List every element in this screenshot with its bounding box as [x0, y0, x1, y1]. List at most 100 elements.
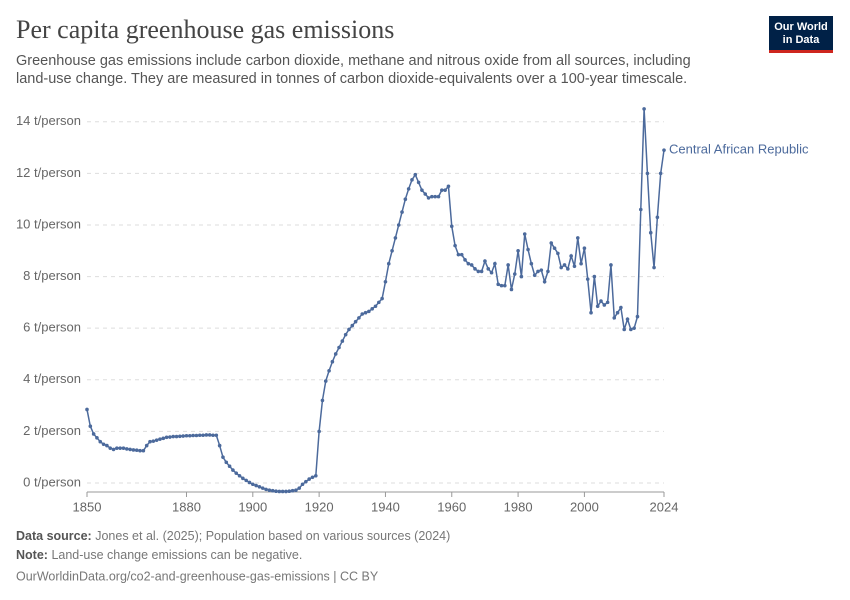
- point: [148, 439, 152, 444]
- point: [264, 487, 268, 492]
- point: [270, 488, 275, 493]
- point: [522, 232, 527, 236]
- point: [456, 252, 461, 257]
- point: [652, 265, 656, 270]
- y-tick-label: 8 t/person: [23, 268, 81, 283]
- subtitle: Greenhouse gas emissions include carbon …: [16, 53, 691, 69]
- point: [337, 345, 341, 350]
- url[interactable]: OurWorldinData.org/co2-and-greenhouse-ga…: [16, 569, 379, 583]
- point: [131, 448, 136, 452]
- point: [367, 309, 371, 314]
- point: [443, 188, 447, 192]
- point: [532, 273, 537, 278]
- point: [463, 258, 467, 262]
- point: [340, 339, 345, 343]
- point: [227, 464, 232, 469]
- point: [466, 261, 471, 266]
- point: [327, 368, 331, 373]
- point: [449, 224, 454, 229]
- point: [224, 460, 229, 465]
- point: [479, 269, 484, 274]
- point: [91, 432, 96, 436]
- point: [294, 488, 298, 492]
- point: [440, 188, 444, 192]
- point: [370, 307, 374, 311]
- point: [529, 261, 534, 266]
- y-tick-label: 12 t/person: [16, 165, 81, 180]
- point: [386, 261, 391, 266]
- point: [406, 187, 411, 191]
- point: [280, 489, 285, 494]
- point: [118, 446, 122, 450]
- point: [124, 447, 129, 451]
- point: [164, 435, 169, 440]
- point: [257, 485, 262, 489]
- point: [516, 248, 520, 253]
- point: [635, 314, 640, 319]
- point: [430, 194, 434, 199]
- point: [638, 207, 643, 212]
- point: [357, 316, 361, 320]
- x-tick-label: 1960: [437, 499, 466, 514]
- point: [512, 272, 517, 276]
- point: [141, 448, 146, 453]
- point: [254, 483, 258, 488]
- point: [221, 455, 225, 459]
- point: [187, 433, 192, 438]
- point: [483, 259, 487, 263]
- point: [347, 327, 351, 332]
- point: [333, 352, 338, 356]
- point: [625, 317, 630, 321]
- point: [612, 316, 617, 320]
- point: [234, 471, 239, 475]
- point: [197, 433, 202, 438]
- point: [622, 327, 627, 332]
- point: [506, 263, 510, 267]
- point: [231, 468, 235, 472]
- point: [509, 287, 514, 292]
- point: [277, 489, 282, 494]
- x-tick-label: 2024: [650, 499, 679, 514]
- point: [297, 486, 302, 490]
- point: [496, 282, 500, 287]
- point: [101, 442, 106, 447]
- point: [350, 323, 355, 328]
- point: [433, 194, 437, 199]
- point: [579, 261, 583, 266]
- point: [244, 478, 248, 483]
- source-text: Jones et al. (2025); Population based on…: [95, 529, 450, 543]
- logo[interactable]: Our World in Data: [769, 16, 833, 53]
- point: [396, 223, 401, 227]
- point: [575, 236, 580, 240]
- y-tick-label: 0 t/person: [23, 474, 81, 489]
- point: [181, 434, 185, 438]
- point: [489, 270, 494, 275]
- point: [211, 433, 215, 438]
- point: [154, 438, 159, 442]
- point: [85, 407, 89, 412]
- point: [602, 303, 607, 307]
- logo-stripe: [769, 50, 833, 53]
- point: [393, 236, 398, 240]
- point: [503, 283, 507, 288]
- point: [562, 263, 567, 267]
- point: [307, 477, 311, 481]
- point: [526, 247, 530, 252]
- point: [323, 379, 328, 383]
- point: [237, 473, 242, 478]
- point: [416, 180, 421, 185]
- x-tick-label: 1940: [371, 499, 400, 514]
- point: [383, 279, 388, 284]
- point: [436, 194, 441, 199]
- y-tick-label: 10 t/person: [16, 216, 81, 231]
- point: [420, 188, 424, 192]
- point: [151, 439, 156, 443]
- point: [194, 433, 199, 438]
- x-tick-label: 1880: [172, 499, 201, 514]
- point: [214, 433, 219, 438]
- point: [95, 436, 99, 440]
- point: [589, 310, 593, 315]
- point: [519, 274, 524, 279]
